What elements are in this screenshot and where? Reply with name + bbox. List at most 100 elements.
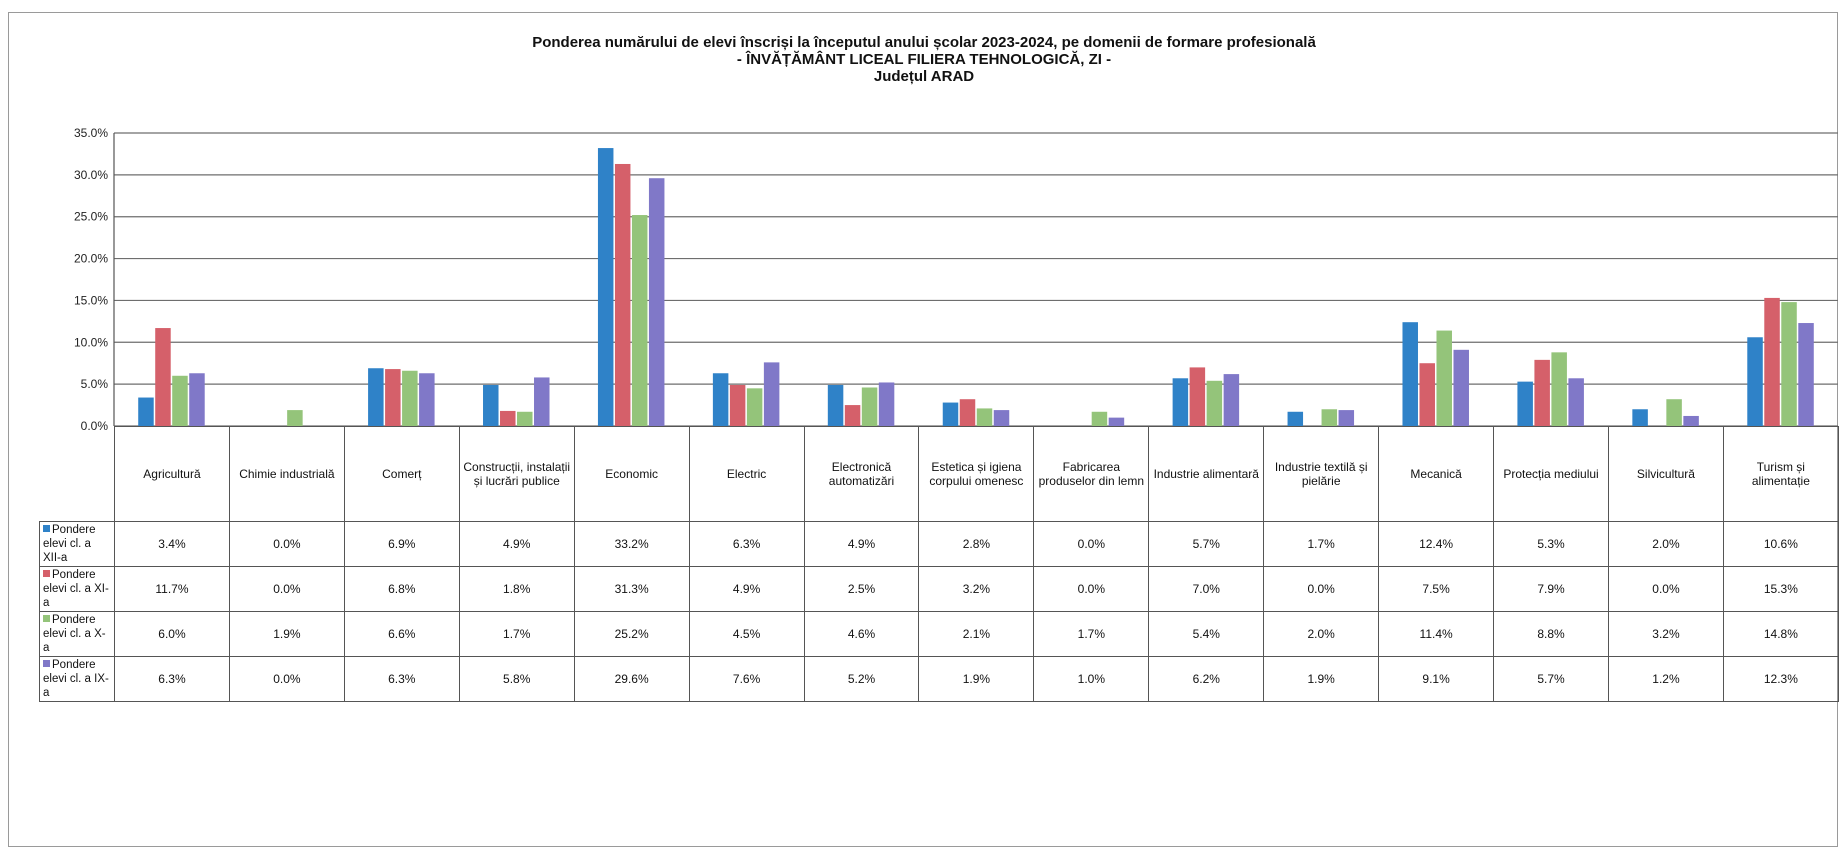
data-label: 0.0% — [228, 566, 345, 612]
bar — [993, 410, 1010, 426]
data-label: 6.3% — [343, 656, 460, 702]
bar — [827, 384, 844, 426]
data-label: 6.8% — [343, 566, 460, 612]
data-label: 6.3% — [114, 656, 230, 702]
legend-entry: Pondere elevi cl. a XII-a — [39, 521, 115, 567]
bar — [385, 369, 401, 426]
data-label: 2.1% — [918, 611, 1035, 657]
data-label: 1.7% — [458, 611, 575, 657]
data-label: 11.7% — [114, 566, 230, 612]
x-tick-label: Industrie alimentară — [1148, 426, 1265, 522]
y-tick-label: 5.0% — [81, 377, 109, 391]
bar — [763, 362, 780, 426]
table-row: Pondere elevi cl. a XI-a 11.7% 0.0% 6.8% 1.8… — [39, 566, 1839, 612]
y-tick-label: 25.0% — [74, 210, 108, 224]
table-row: Pondere elevi cl. a X-a 6.0% 1.9% 6.6% 1.7% 2… — [39, 611, 1839, 657]
bar — [1223, 374, 1240, 426]
y-tick-label: 15.0% — [74, 293, 108, 307]
data-label: 7.0% — [1148, 566, 1265, 612]
data-label: 1.0% — [1033, 656, 1150, 702]
bar — [648, 178, 665, 426]
bar — [1453, 349, 1469, 426]
x-tick-label: Comerț — [343, 426, 460, 522]
bar — [1287, 411, 1304, 426]
legend-entry: Pondere elevi cl. a IX-a — [39, 656, 115, 702]
data-label: 1.7% — [1033, 611, 1150, 657]
bar — [1108, 417, 1125, 426]
bar — [419, 373, 435, 426]
data-label: 5.3% — [1493, 521, 1609, 567]
data-label: 1.7% — [1263, 521, 1380, 567]
data-label: 6.6% — [343, 611, 460, 657]
data-label: 0.0% — [228, 521, 345, 567]
data-label: 3.2% — [918, 566, 1035, 612]
table-row: Pondere elevi cl. a IX-a 6.3% 0.0% 6.3% 5.8%… — [39, 656, 1839, 702]
data-label: 5.2% — [803, 656, 920, 702]
series-name: Pondere elevi cl. a XI-a — [43, 569, 109, 609]
data-label: 15.3% — [1722, 566, 1839, 612]
data-label: 11.4% — [1378, 611, 1495, 657]
data-label: 6.3% — [688, 521, 805, 567]
legend-swatch — [43, 615, 50, 622]
x-tick-label: Electric — [688, 426, 805, 522]
bar — [1764, 297, 1780, 426]
data-label: 2.0% — [1607, 521, 1724, 567]
x-tick-label: Silvicultură — [1607, 426, 1724, 522]
bar — [1534, 359, 1550, 426]
x-tick-label: Economic — [573, 426, 690, 522]
data-label: 4.9% — [688, 566, 805, 612]
data-label: 29.6% — [573, 656, 690, 702]
bar — [1747, 337, 1763, 426]
data-label: 0.0% — [1033, 521, 1150, 567]
chart-subtitle: - ÎNVĂȚĂMÂNT LICEAL FILIERA TEHNOLOGICĂ,… — [736, 51, 1112, 68]
series-name: Pondere elevi cl. a XII-a — [43, 524, 96, 564]
bar — [712, 373, 729, 426]
bar — [1321, 409, 1338, 426]
data-label: 5.7% — [1148, 521, 1265, 567]
bar — [878, 382, 895, 426]
bar — [155, 328, 171, 426]
data-label: 4.9% — [803, 521, 920, 567]
data-label: 12.4% — [1378, 521, 1495, 567]
data-label: 7.9% — [1493, 566, 1609, 612]
bar — [517, 411, 533, 426]
data-label: 1.9% — [1263, 656, 1380, 702]
data-label: 0.0% — [1033, 566, 1150, 612]
legend-entry: Pondere elevi cl. a XI-a — [39, 566, 115, 612]
data-label: 4.6% — [803, 611, 920, 657]
bar — [844, 405, 861, 426]
bar — [1632, 409, 1648, 426]
bar — [1419, 363, 1435, 426]
x-tick-label: Protecția mediului — [1493, 426, 1609, 522]
data-label: 14.8% — [1722, 611, 1839, 657]
bar — [614, 163, 631, 426]
data-label: 0.0% — [1263, 566, 1380, 612]
data-label: 7.5% — [1378, 566, 1495, 612]
bar — [189, 373, 205, 426]
data-label: 0.0% — [1607, 566, 1724, 612]
legend-entry: Pondere elevi cl. a X-a — [39, 611, 115, 657]
data-label: 5.4% — [1148, 611, 1265, 657]
table-row: Pondere elevi cl. a XII-a 3.4% 0.0% 6.9% 4.9… — [39, 521, 1839, 567]
bar — [1436, 330, 1452, 426]
x-tick-label: Turism și alimentație — [1722, 426, 1839, 522]
bar — [861, 387, 878, 426]
bar — [1189, 367, 1206, 426]
bar — [1551, 352, 1567, 426]
data-label: 3.2% — [1607, 611, 1724, 657]
data-label: 1.8% — [458, 566, 575, 612]
bar — [534, 377, 550, 426]
bar — [959, 399, 976, 426]
bar — [402, 370, 418, 426]
data-label: 10.6% — [1722, 521, 1839, 567]
bar — [1338, 410, 1355, 426]
bar — [368, 368, 384, 426]
data-label: 4.9% — [458, 521, 575, 567]
legend-swatch — [43, 525, 50, 532]
data-label: 0.0% — [228, 656, 345, 702]
bar — [1568, 378, 1584, 426]
data-label: 5.7% — [1493, 656, 1609, 702]
legend-swatch — [43, 570, 50, 577]
x-tick-label: Estetica și igiena corpului omenesc — [918, 426, 1035, 522]
